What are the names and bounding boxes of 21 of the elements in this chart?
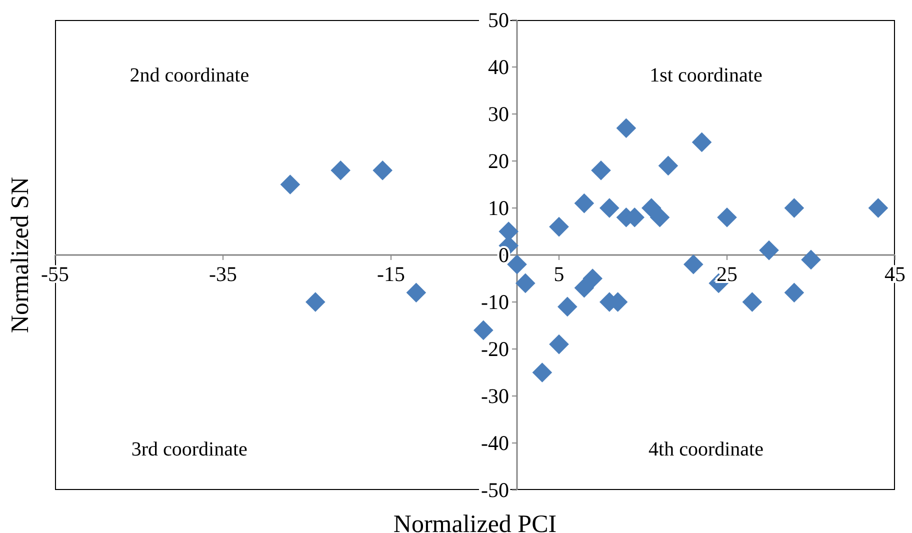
x-axis-title: Normalized PCI bbox=[393, 511, 557, 533]
y-tick-label: -10 bbox=[481, 290, 509, 314]
y-tick-label: 10 bbox=[488, 196, 509, 220]
annotation: 1st coordinate bbox=[650, 64, 762, 88]
y-axis-title: Normalized SN bbox=[6, 176, 34, 334]
y-tick-label: 30 bbox=[488, 102, 509, 126]
annotation: 3rd coordinate bbox=[131, 438, 248, 462]
x-tick-label: 5 bbox=[554, 262, 564, 286]
y-tick-label: -40 bbox=[481, 431, 509, 455]
annotation: 2nd coordinate bbox=[130, 64, 250, 88]
y-tick-label: -20 bbox=[481, 337, 509, 361]
y-tick-label: 20 bbox=[488, 149, 509, 173]
annotation: 4th coordinate bbox=[648, 438, 764, 462]
x-tick-label: -35 bbox=[209, 262, 237, 286]
x-tick-label: -15 bbox=[377, 262, 405, 286]
y-tick-label: 0 bbox=[498, 243, 509, 267]
y-tick-label: -50 bbox=[481, 478, 509, 502]
y-tick-label: 50 bbox=[488, 8, 509, 32]
y-tick-label: -30 bbox=[481, 384, 509, 408]
x-tick-label: 25 bbox=[716, 262, 738, 286]
y-tick-label: 40 bbox=[488, 55, 509, 79]
